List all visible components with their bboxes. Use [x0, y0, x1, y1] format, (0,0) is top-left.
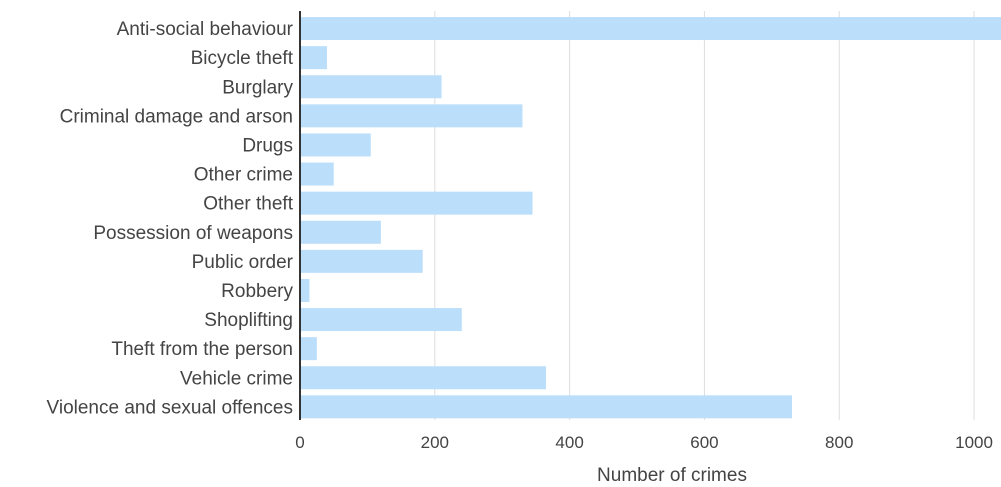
category-labels: Anti-social behaviour Bicycle theft Burgla…: [47, 19, 294, 418]
category-label: Drugs: [242, 135, 293, 156]
bar: [300, 337, 317, 361]
bar: [300, 191, 533, 215]
category-label: Other crime: [194, 165, 293, 186]
bar: [300, 162, 334, 186]
bar: [300, 17, 1001, 41]
bar: [300, 278, 310, 302]
x-tick-label: 400: [555, 433, 583, 452]
category-label: Vehicle crime: [180, 368, 293, 389]
x-tick-labels: 0 200 400 600 800 1000: [295, 433, 993, 452]
bar: [300, 46, 327, 70]
bar: [300, 75, 442, 99]
category-label: Criminal damage and arson: [60, 106, 293, 127]
x-tick-label: 600: [690, 433, 718, 452]
category-label: Bicycle theft: [191, 48, 294, 69]
category-label: Shoplifting: [204, 310, 293, 331]
bar: [300, 104, 523, 128]
category-label: Theft from the person: [111, 339, 293, 360]
bar: [300, 366, 547, 390]
category-label: Possession of weapons: [93, 223, 293, 244]
gridlines: [434, 11, 975, 420]
bar: [300, 308, 462, 332]
x-axis-title: Number of crimes: [597, 465, 747, 486]
x-tick-label: 1000: [955, 433, 993, 452]
category-label: Public order: [192, 252, 294, 273]
bar: [300, 395, 793, 419]
category-label: Other theft: [203, 194, 293, 215]
bar: [300, 249, 423, 273]
bar: [300, 133, 371, 157]
bars: [300, 17, 1001, 419]
category-label: Burglary: [222, 77, 293, 98]
x-tick-label: 0: [295, 433, 304, 452]
x-tick-label: 200: [421, 433, 449, 452]
x-tick-label: 800: [825, 433, 853, 452]
category-label: Anti-social behaviour: [117, 19, 294, 40]
category-label: Robbery: [221, 281, 293, 302]
bar: [300, 220, 381, 244]
category-label: Violence and sexual offences: [47, 397, 293, 418]
